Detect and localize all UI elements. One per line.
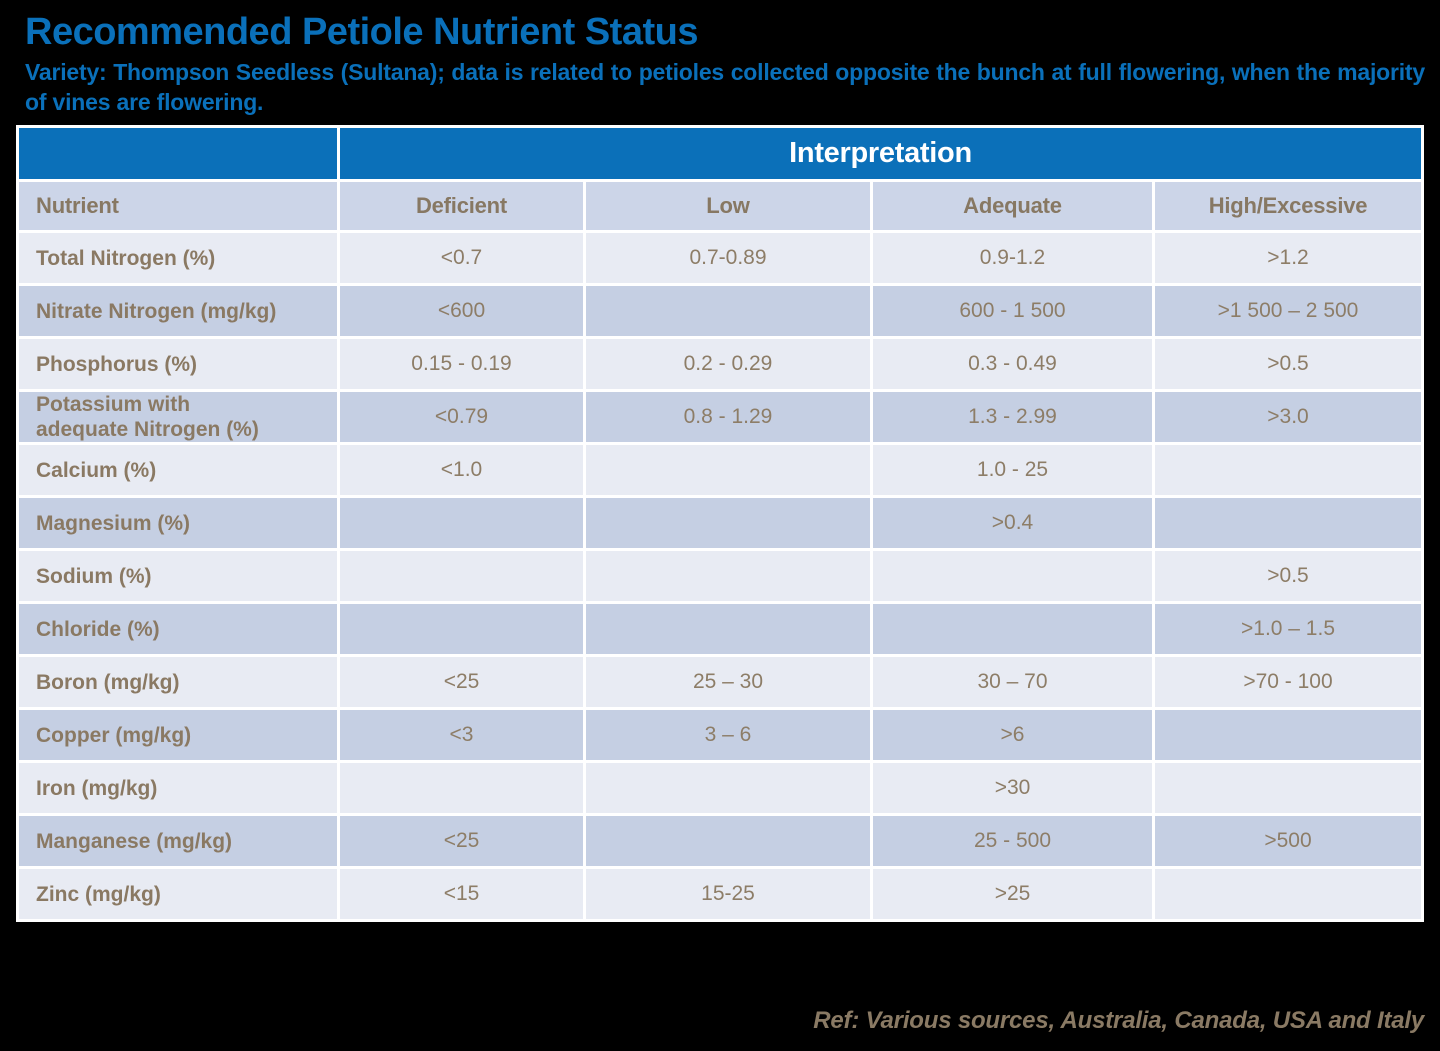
adequate-cell: >30 bbox=[873, 763, 1152, 813]
interpretation-header: Interpretation bbox=[340, 128, 1422, 179]
nutrient-cell: Phosphorus (%) bbox=[19, 339, 337, 389]
table-row: Calcium (%) <1.0 1.0 - 25 bbox=[19, 445, 1422, 495]
table-row: Copper (mg/kg) <3 3 – 6 >6 bbox=[19, 710, 1422, 760]
nutrient-cell: Manganese (mg/kg) bbox=[19, 816, 337, 866]
deficient-cell bbox=[340, 763, 583, 813]
adequate-cell bbox=[873, 551, 1152, 601]
adequate-cell: 1.3 - 2.99 bbox=[873, 392, 1152, 442]
deficient-cell: <15 bbox=[340, 869, 583, 919]
low-cell bbox=[586, 763, 870, 813]
deficient-cell: <3 bbox=[340, 710, 583, 760]
nutrient-cell: Copper (mg/kg) bbox=[19, 710, 337, 760]
nutrient-cell: Boron (mg/kg) bbox=[19, 657, 337, 707]
deficient-cell: <1.0 bbox=[340, 445, 583, 495]
page-subtitle: Variety: Thompson Seedless (Sultana); da… bbox=[25, 59, 1425, 115]
table-row: Manganese (mg/kg) <25 25 - 500 >500 bbox=[19, 816, 1422, 866]
table-row: Boron (mg/kg) <25 25 – 30 30 – 70 >70 - … bbox=[19, 657, 1422, 707]
page-title: Recommended Petiole Nutrient Status bbox=[25, 11, 698, 53]
nutrient-cell: Potassium with adequate Nitrogen (%) bbox=[19, 392, 337, 442]
column-header-row: Nutrient Deficient Low Adequate High/Exc… bbox=[19, 182, 1422, 230]
low-cell: 3 – 6 bbox=[586, 710, 870, 760]
low-cell bbox=[586, 286, 870, 336]
adequate-cell: >0.4 bbox=[873, 498, 1152, 548]
deficient-cell: <0.7 bbox=[340, 233, 583, 283]
low-cell bbox=[586, 816, 870, 866]
adequate-cell: >25 bbox=[873, 869, 1152, 919]
high-cell bbox=[1155, 498, 1422, 548]
column-header-high: High/Excessive bbox=[1155, 182, 1422, 230]
high-cell: >500 bbox=[1155, 816, 1422, 866]
deficient-cell bbox=[340, 551, 583, 601]
column-header-adequate: Adequate bbox=[873, 182, 1152, 230]
high-cell: >3.0 bbox=[1155, 392, 1422, 442]
low-cell: 0.8 - 1.29 bbox=[586, 392, 870, 442]
adequate-cell bbox=[873, 604, 1152, 654]
adequate-cell: 600 - 1 500 bbox=[873, 286, 1152, 336]
column-header-nutrient: Nutrient bbox=[19, 182, 337, 230]
table-row: Total Nitrogen (%) <0.7 0.7-0.89 0.9-1.2… bbox=[19, 233, 1422, 283]
interpretation-band-row: Interpretation bbox=[19, 128, 1422, 179]
low-cell: 0.7-0.89 bbox=[586, 233, 870, 283]
table-row: Zinc (mg/kg) <15 15-25 >25 bbox=[19, 869, 1422, 919]
table-row: Chloride (%) >1.0 – 1.5 bbox=[19, 604, 1422, 654]
adequate-cell: 30 – 70 bbox=[873, 657, 1152, 707]
reference-note: Ref: Various sources, Australia, Canada,… bbox=[813, 1007, 1424, 1034]
nutrient-cell: Magnesium (%) bbox=[19, 498, 337, 548]
table-row: Magnesium (%) >0.4 bbox=[19, 498, 1422, 548]
high-cell: >1.0 – 1.5 bbox=[1155, 604, 1422, 654]
adequate-cell: 25 - 500 bbox=[873, 816, 1152, 866]
nutrient-cell: Nitrate Nitrogen (mg/kg) bbox=[19, 286, 337, 336]
low-cell: 25 – 30 bbox=[586, 657, 870, 707]
column-header-deficient: Deficient bbox=[340, 182, 583, 230]
high-cell bbox=[1155, 710, 1422, 760]
high-cell bbox=[1155, 445, 1422, 495]
adequate-cell: 0.3 - 0.49 bbox=[873, 339, 1152, 389]
deficient-cell bbox=[340, 498, 583, 548]
table-row: Nitrate Nitrogen (mg/kg) <600 600 - 1 50… bbox=[19, 286, 1422, 336]
nutrient-cell: Sodium (%) bbox=[19, 551, 337, 601]
interpretation-band-blank bbox=[19, 128, 337, 179]
deficient-cell: <25 bbox=[340, 657, 583, 707]
high-cell bbox=[1155, 869, 1422, 919]
adequate-cell: 1.0 - 25 bbox=[873, 445, 1152, 495]
low-cell bbox=[586, 445, 870, 495]
column-header-low: Low bbox=[586, 182, 870, 230]
high-cell: >0.5 bbox=[1155, 339, 1422, 389]
low-cell bbox=[586, 604, 870, 654]
high-cell: >0.5 bbox=[1155, 551, 1422, 601]
table-row: Iron (mg/kg) >30 bbox=[19, 763, 1422, 813]
deficient-cell: <0.79 bbox=[340, 392, 583, 442]
high-cell bbox=[1155, 763, 1422, 813]
high-cell: >1 500 – 2 500 bbox=[1155, 286, 1422, 336]
table-row: Phosphorus (%) 0.15 - 0.19 0.2 - 0.29 0.… bbox=[19, 339, 1422, 389]
deficient-cell bbox=[340, 604, 583, 654]
table-row: Sodium (%) >0.5 bbox=[19, 551, 1422, 601]
low-cell bbox=[586, 498, 870, 548]
table-row: Potassium with adequate Nitrogen (%) <0.… bbox=[19, 392, 1422, 442]
nutrient-cell: Chloride (%) bbox=[19, 604, 337, 654]
high-cell: >70 - 100 bbox=[1155, 657, 1422, 707]
low-cell bbox=[586, 551, 870, 601]
nutrient-cell: Iron (mg/kg) bbox=[19, 763, 337, 813]
deficient-cell: 0.15 - 0.19 bbox=[340, 339, 583, 389]
nutrient-cell: Calcium (%) bbox=[19, 445, 337, 495]
high-cell: >1.2 bbox=[1155, 233, 1422, 283]
nutrient-cell: Total Nitrogen (%) bbox=[19, 233, 337, 283]
low-cell: 15-25 bbox=[586, 869, 870, 919]
adequate-cell: 0.9-1.2 bbox=[873, 233, 1152, 283]
deficient-cell: <25 bbox=[340, 816, 583, 866]
deficient-cell: <600 bbox=[340, 286, 583, 336]
low-cell: 0.2 - 0.29 bbox=[586, 339, 870, 389]
adequate-cell: >6 bbox=[873, 710, 1152, 760]
nutrient-status-table: Interpretation Nutrient Deficient Low Ad… bbox=[16, 125, 1425, 922]
nutrient-cell: Zinc (mg/kg) bbox=[19, 869, 337, 919]
